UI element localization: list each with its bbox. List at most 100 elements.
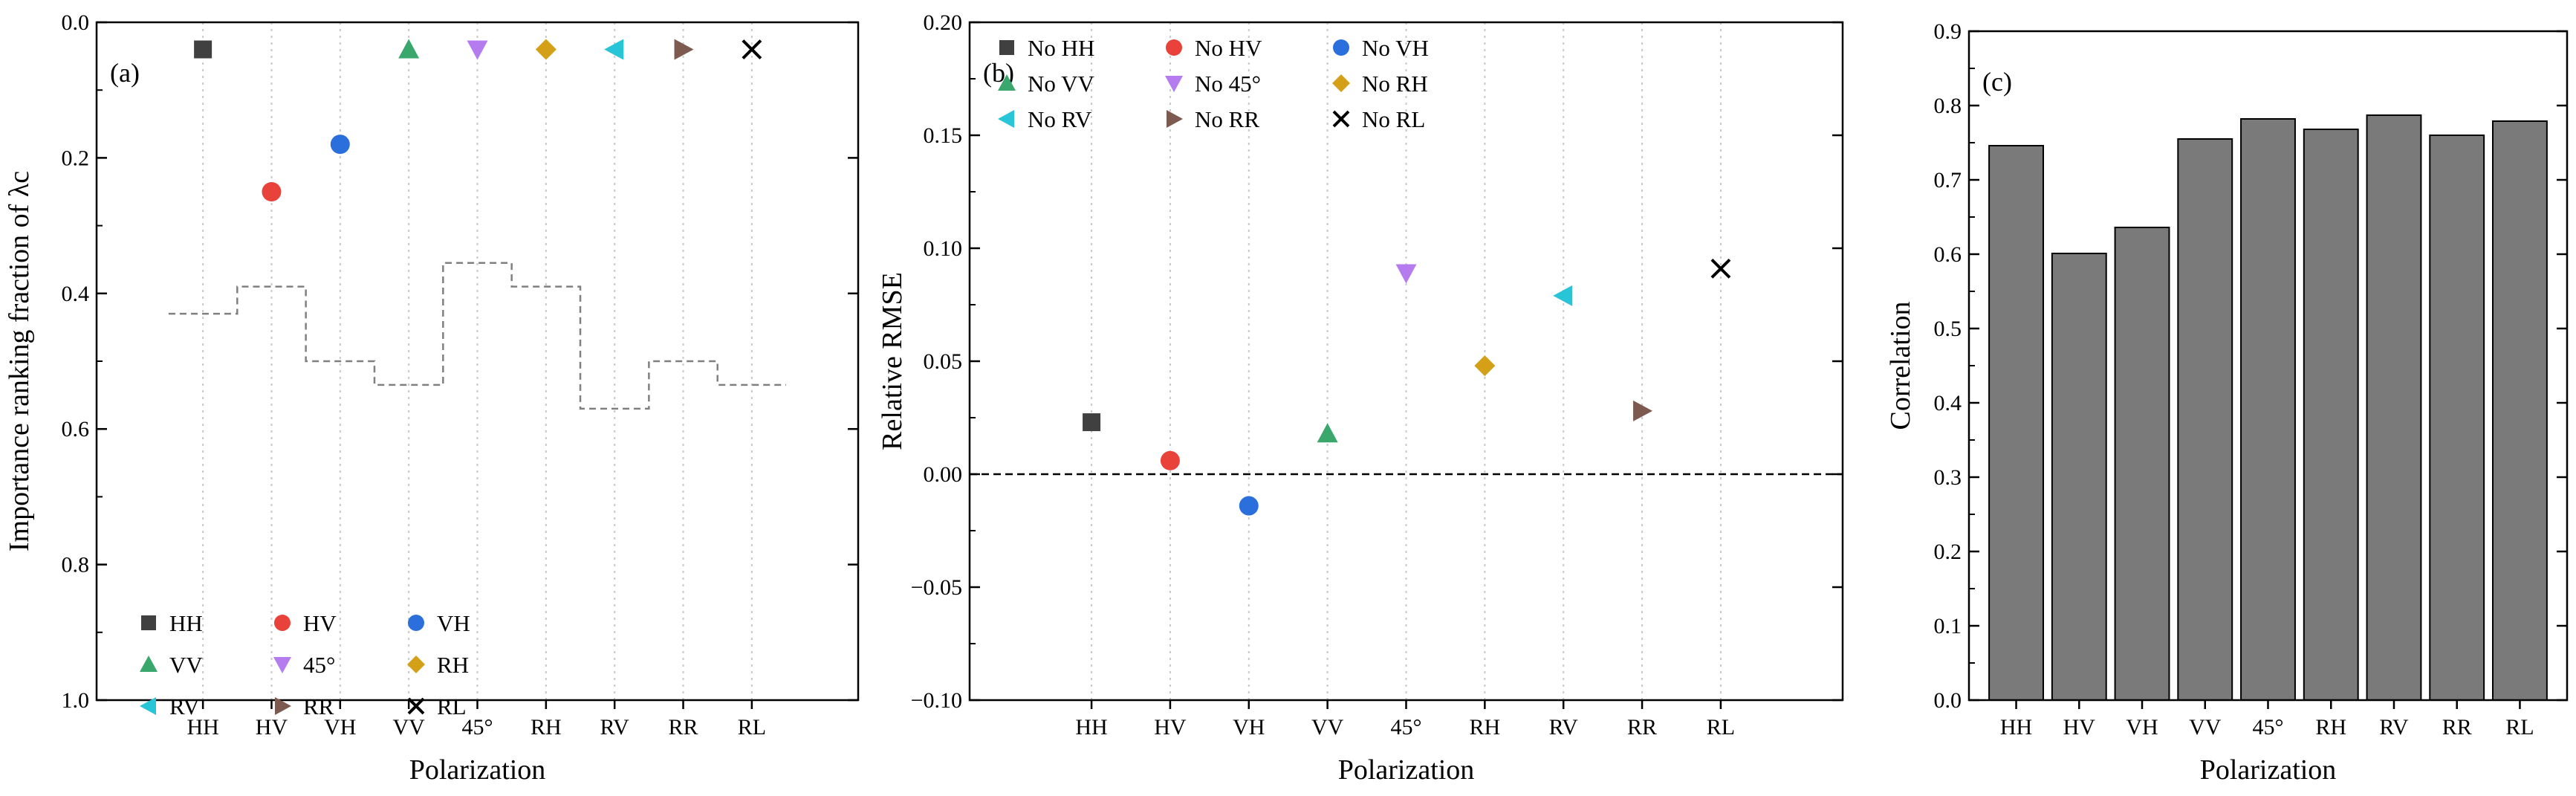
legend-item-rr: RR: [275, 693, 334, 719]
x-tick-label-vv: VV: [392, 715, 425, 740]
legend-marker: [407, 656, 425, 673]
x-tick-label-45deg: 45°: [2253, 715, 2284, 740]
x-tick-label-rv: RV: [2379, 715, 2409, 740]
point-no-45deg: [1395, 264, 1417, 284]
x-tick-label-rv: RV: [600, 715, 630, 740]
y-tick-label: 1.0: [62, 688, 90, 713]
legend-marker: [273, 657, 291, 673]
legend-marker: [274, 615, 291, 631]
point-hh: [194, 40, 212, 59]
legend-label: No RL: [1362, 106, 1425, 132]
y-tick-label: −0.10: [911, 688, 962, 713]
legend-label: No HV: [1195, 35, 1262, 61]
panel-c: 0.0 0.1 0.2 0.3 0.4 0.5 0.6 0.7 0.8 0.9 HH HV VH VV 45…: [1885, 19, 2569, 786]
y-tick-label: 0.20: [924, 10, 963, 35]
legend-item-rv: RV: [140, 693, 200, 719]
y-tick-label: 0.5: [1934, 317, 1962, 341]
legend-item-no-hv: No HV: [1166, 35, 1262, 61]
legend-label: No HH: [1028, 35, 1094, 61]
point-no-rh: [1474, 355, 1496, 377]
legend-label: HV: [303, 610, 337, 636]
legend-marker: [1333, 39, 1349, 56]
legend-label: RL: [437, 693, 467, 719]
y-tick-label: 0.8: [62, 553, 90, 577]
y-tick-label: 0.4: [62, 282, 90, 306]
point-no-rr: [1633, 400, 1653, 421]
data-points: [1083, 258, 1731, 516]
y-axis-title: Importance ranking fraction of λc: [4, 171, 35, 551]
x-tick-label-hv: HV: [2063, 715, 2096, 740]
y-tick-label: 0.9: [1934, 19, 1962, 44]
y-tick-label: 0.05: [924, 349, 963, 374]
y-axis: 0.0 0.1 0.2 0.3 0.4 0.5 0.6 0.7 0.8 0.9: [1934, 19, 2567, 713]
data-points: [194, 39, 762, 201]
panel-label: (a): [110, 58, 140, 88]
bar-hh: [1988, 145, 2044, 701]
bar-hv: [2051, 253, 2107, 701]
legend-label: No RR: [1195, 106, 1259, 132]
x-axis-title: Polarization: [409, 754, 546, 786]
legend-label: No VH: [1362, 35, 1429, 61]
y-axis-title: Correlation: [1885, 301, 1916, 430]
x-tick-label-rl: RL: [1707, 715, 1735, 740]
point-no-vh: [1239, 496, 1259, 516]
legend-marker: [998, 74, 1016, 91]
panel-label: (c): [1982, 67, 2012, 97]
x-tick-label-hh: HH: [2000, 715, 2032, 740]
x-tick-label-hh: HH: [186, 715, 218, 740]
legend: HH HV VH VV 45° RH RV RR RL: [140, 610, 470, 719]
x-tick-label-rh: RH: [2315, 715, 2346, 740]
y-axis: −0.10 −0.05 0.00 0.05 0.10 0.15 0.20: [911, 10, 1843, 713]
legend-item-vv: VV: [140, 652, 203, 678]
x-tick-label-rh: RH: [531, 715, 562, 740]
legend-item-no-rr: No RR: [1167, 106, 1259, 132]
y-tick-label: 0.2: [62, 146, 90, 170]
legend-label: RH: [437, 652, 469, 678]
y-axis-title: Relative RMSE: [877, 272, 908, 450]
legend-item-vh: VH: [408, 610, 470, 636]
x-tick-label-vh: VH: [2126, 715, 2158, 740]
legend-label: No VV: [1028, 71, 1094, 97]
legend-marker: [1332, 110, 1350, 128]
point-rh: [535, 39, 557, 60]
y-tick-label: 0.8: [1934, 94, 1962, 118]
y-tick-label: 0.00: [924, 462, 963, 487]
legend-marker: [998, 110, 1014, 128]
y-tick-label: −0.05: [911, 575, 962, 600]
legend-item-no-vh: No VH: [1333, 35, 1429, 61]
legend-marker: [275, 697, 291, 715]
bars: [1988, 114, 2548, 701]
x-tick-label-rr: RR: [669, 715, 698, 740]
point-hv: [262, 182, 282, 201]
legend-label: No RV: [1028, 106, 1092, 132]
legend-marker: [1167, 110, 1183, 128]
legend-marker: [408, 615, 424, 631]
y-tick-label: 0.2: [1934, 540, 1962, 564]
legend-item-hh: HH: [141, 610, 203, 636]
bar-rh: [2303, 129, 2359, 701]
legend-item-rl: RL: [407, 693, 467, 719]
legend-label: RV: [169, 693, 200, 719]
x-tick-label-hv: HV: [1154, 715, 1187, 740]
legend-label: VV: [169, 652, 203, 678]
point-vh: [330, 135, 350, 155]
legend-marker: [1165, 76, 1183, 92]
legend-item-no-rv: No RV: [998, 106, 1092, 132]
point-no-hh: [1083, 413, 1101, 432]
x-tick-label-hh: HH: [1075, 715, 1107, 740]
legend-label: No 45°: [1195, 71, 1261, 97]
x-tick-label-hv: HV: [256, 715, 288, 740]
x-tick-label-rh: RH: [1470, 715, 1501, 740]
legend-item-45deg: 45°: [273, 652, 335, 678]
bar-45deg: [2240, 118, 2296, 701]
y-tick-label: 0.0: [62, 10, 90, 35]
point-rl: [742, 39, 762, 59]
legend-item-no-rl: No RL: [1332, 106, 1425, 132]
panel-b: −0.10 −0.05 0.00 0.05 0.10 0.15 0.20 HH HV VH VV 45…: [877, 10, 1844, 786]
legend: No HH No HV No VH No VV No 45° No RH No RV No R…: [998, 35, 1429, 132]
point-no-hv: [1160, 450, 1180, 470]
x-tick-label-rr: RR: [1627, 715, 1657, 740]
y-tick-label: 0.6: [62, 417, 90, 441]
legend-label: HH: [169, 610, 203, 636]
